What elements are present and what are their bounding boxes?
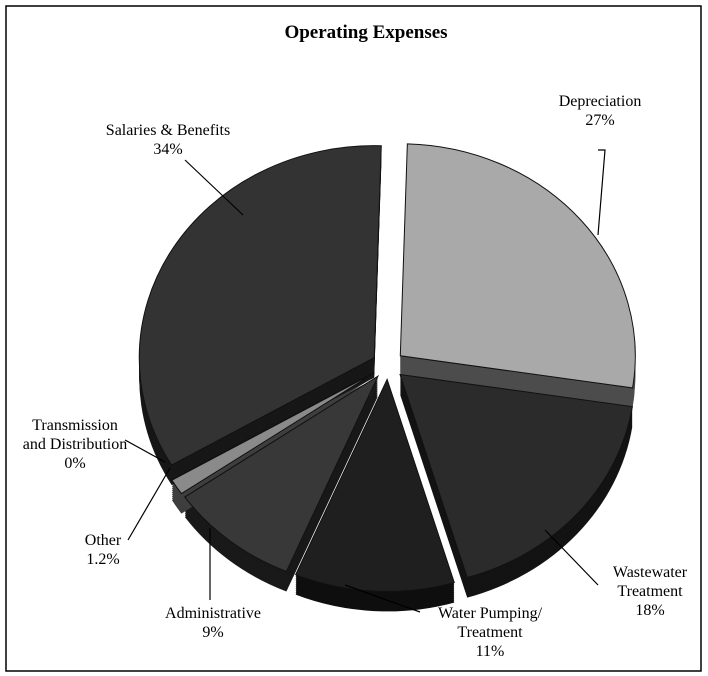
leader-line	[344, 584, 421, 613]
slice-side	[171, 378, 375, 486]
leader-line	[597, 149, 606, 236]
leader-line	[184, 159, 244, 216]
slice-label: Depreciation	[558, 93, 642, 110]
value-label: 1.2%	[86, 551, 120, 568]
value-label: 34%	[153, 141, 183, 158]
leader-line	[127, 467, 171, 541]
slice-label: Other	[84, 532, 122, 549]
leader-line	[544, 529, 599, 586]
slice	[171, 372, 375, 495]
slice	[294, 378, 455, 592]
slice	[399, 373, 633, 579]
slice-label: Administrative	[165, 605, 261, 622]
slice	[184, 374, 380, 573]
slice	[171, 371, 375, 481]
slice	[138, 145, 382, 466]
slice	[399, 143, 636, 389]
slice-label: Wastewater Treatment	[612, 564, 688, 600]
slice-label: Salaries & Benefits	[105, 122, 231, 139]
value-label: 9%	[202, 624, 224, 641]
frame	[5, 5, 702, 672]
slice-label: Water Pumping/ Treatment	[437, 605, 543, 641]
chart-title: Operating Expenses	[284, 22, 448, 43]
value-label: 0%	[64, 455, 86, 472]
value-label: 11%	[475, 643, 505, 660]
slice-label: Transmission and Distribution	[22, 417, 128, 453]
leader-line	[124, 439, 166, 463]
value-label: 27%	[585, 112, 615, 129]
value-label: 18%	[635, 602, 665, 619]
